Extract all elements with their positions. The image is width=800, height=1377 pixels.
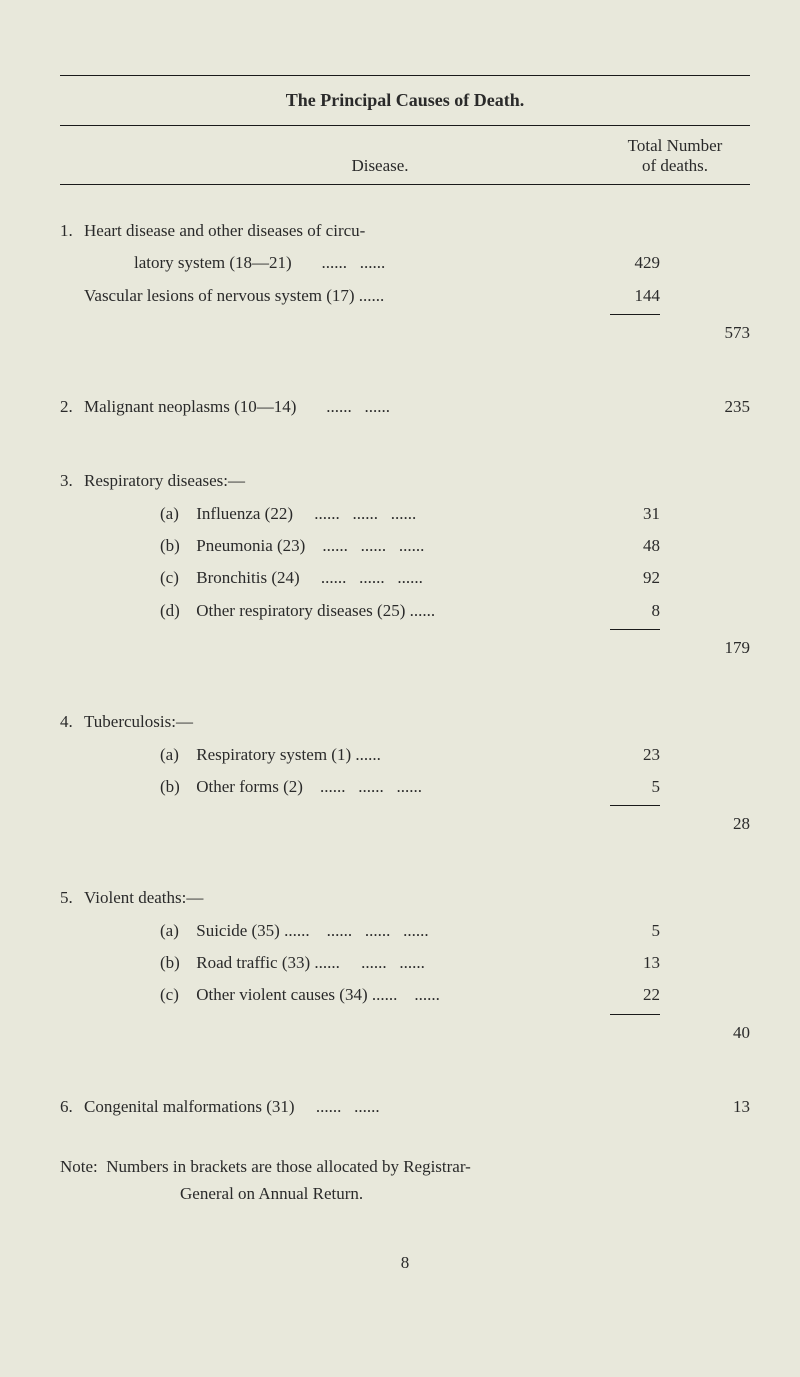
label-c: Bronchitis (24) <box>196 568 299 587</box>
letter-a: (a) <box>160 739 192 771</box>
section-6-label-text: Congenital malformations (31) <box>84 1097 295 1116</box>
section-6: 6. Congenital malformations (31) ...... … <box>60 1091 750 1123</box>
section-5-item-b: (b) Road traffic (33) ...... ...... ....… <box>60 947 590 979</box>
letter-a: (a) <box>160 498 192 530</box>
page-title: The Principal Causes of Death. <box>60 76 750 125</box>
table-header: Disease. Total Number of deaths. <box>60 126 750 184</box>
header-disease: Disease. <box>60 156 600 176</box>
section-5-rule <box>610 1014 660 1015</box>
section-4-num: 4. <box>60 706 84 738</box>
letter-a: (a) <box>160 915 192 947</box>
section-6-total: 13 <box>660 1091 750 1123</box>
section-6-label: Congenital malformations (31) ...... ...… <box>84 1091 590 1123</box>
section-4: 4. Tuberculosis:— (a) Respiratory system… <box>60 706 750 840</box>
section-6-num: 6. <box>60 1091 84 1123</box>
header-total: Total Number of deaths. <box>600 136 750 176</box>
section-3-total: 179 <box>660 632 750 664</box>
val-b: 48 <box>590 530 660 562</box>
section-4-item-a: (a) Respiratory system (1) ...... <box>60 739 590 771</box>
val-b: 5 <box>590 771 660 803</box>
section-1-val2: 429 <box>590 247 660 279</box>
section-2-label: Malignant neoplasms (10—14) ...... .....… <box>84 391 590 423</box>
val-b: 13 <box>590 947 660 979</box>
section-3-item-d: (d) Other respiratory diseases (25) ....… <box>60 595 590 627</box>
label-b: Other forms (2) <box>196 777 303 796</box>
section-3-item-b: (b) Pneumonia (23) ...... ...... ...... <box>60 530 590 562</box>
label-a: Influenza (22) <box>196 504 293 523</box>
header-total-line2: of deaths. <box>642 156 708 175</box>
section-3: 3. Respiratory diseases:— (a) Influenza … <box>60 465 750 664</box>
section-5-num: 5. <box>60 882 84 914</box>
label-b: Road traffic (33) ...... <box>196 953 340 972</box>
section-1-sub-val: 144 <box>590 280 660 312</box>
section-2-total: 235 <box>660 391 750 423</box>
note-prefix: Note: <box>60 1157 98 1176</box>
label-a: Suicide (35) ...... <box>196 921 309 940</box>
section-1-label2: latory system (18—21) ...... ...... <box>84 247 590 279</box>
page-number: 8 <box>60 1253 750 1273</box>
section-1-num: 1. <box>60 215 84 247</box>
val-d: 8 <box>590 595 660 627</box>
section-4-rule <box>610 805 660 806</box>
section-5: 5. Violent deaths:— (a) Suicide (35) ...… <box>60 882 750 1048</box>
section-1-total: 573 <box>660 317 750 349</box>
section-4-label: Tuberculosis:— <box>84 706 590 738</box>
val-a: 23 <box>590 739 660 771</box>
section-1-rule <box>610 314 660 315</box>
header-total-line1: Total Number <box>628 136 723 155</box>
val-c: 92 <box>590 562 660 594</box>
section-2-num: 2. <box>60 391 84 423</box>
note-line2: General on Annual Return. <box>60 1180 750 1207</box>
section-2: 2. Malignant neoplasms (10—14) ...... ..… <box>60 391 750 423</box>
letter-b: (b) <box>160 947 192 979</box>
section-5-item-a: (a) Suicide (35) ...... ...... ...... ..… <box>60 915 590 947</box>
label-a: Respiratory system (1) ...... <box>196 745 381 764</box>
label-c: Other violent causes (34) ...... <box>196 985 397 1004</box>
section-1: 1. Heart disease and other diseases of c… <box>60 215 750 349</box>
val-a: 31 <box>590 498 660 530</box>
header-rule-2 <box>60 184 750 185</box>
label-b: Pneumonia (23) <box>196 536 305 555</box>
section-3-rule <box>610 629 660 630</box>
section-3-num: 3. <box>60 465 84 497</box>
letter-d: (d) <box>160 595 192 627</box>
note: Note: Numbers in brackets are those allo… <box>60 1153 750 1207</box>
section-1-label2-text: latory system (18—21) <box>134 253 292 272</box>
section-5-item-c: (c) Other violent causes (34) ...... ...… <box>60 979 590 1011</box>
letter-c: (c) <box>160 979 192 1011</box>
section-5-total: 40 <box>660 1017 750 1049</box>
section-3-label: Respiratory diseases:— <box>84 465 590 497</box>
section-4-total: 28 <box>660 808 750 840</box>
val-c: 22 <box>590 979 660 1011</box>
section-4-item-b: (b) Other forms (2) ...... ...... ...... <box>60 771 590 803</box>
note-line1: Numbers in brackets are those allocated … <box>106 1157 471 1176</box>
section-1-sub-label: Vascular lesions of nervous system (17) … <box>84 280 590 312</box>
section-5-label: Violent deaths:— <box>84 882 590 914</box>
letter-c: (c) <box>160 562 192 594</box>
section-2-label-text: Malignant neoplasms (10—14) <box>84 397 296 416</box>
section-1-label: Heart disease and other diseases of circ… <box>84 215 590 247</box>
letter-b: (b) <box>160 530 192 562</box>
letter-b: (b) <box>160 771 192 803</box>
section-3-item-a: (a) Influenza (22) ...... ...... ...... <box>60 498 590 530</box>
val-a: 5 <box>590 915 660 947</box>
label-d: Other respiratory diseases (25) ...... <box>196 601 435 620</box>
section-3-item-c: (c) Bronchitis (24) ...... ...... ...... <box>60 562 590 594</box>
